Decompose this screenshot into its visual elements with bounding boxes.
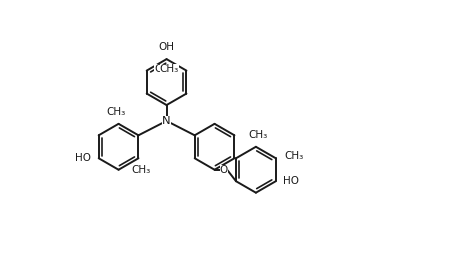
Text: CH₃: CH₃ — [160, 63, 179, 73]
Text: N: N — [162, 116, 171, 126]
Text: CH₃: CH₃ — [248, 130, 267, 140]
Text: CH₃: CH₃ — [131, 165, 150, 175]
Text: CH₃: CH₃ — [107, 107, 126, 117]
Text: HO: HO — [284, 176, 299, 186]
Text: OH: OH — [158, 42, 175, 52]
Text: CH₃: CH₃ — [154, 63, 173, 73]
Text: HO: HO — [75, 153, 91, 163]
Text: CH₃: CH₃ — [284, 151, 303, 161]
Text: O: O — [220, 165, 228, 175]
